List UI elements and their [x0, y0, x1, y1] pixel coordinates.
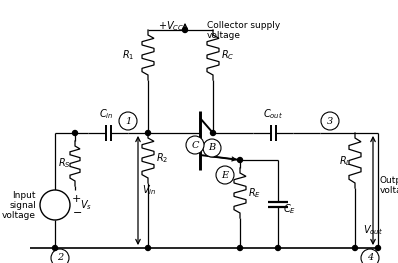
Text: $V_{in}$: $V_{in}$ — [142, 184, 156, 198]
Text: C: C — [191, 140, 199, 149]
Text: B: B — [209, 144, 216, 153]
Text: Input: Input — [12, 190, 36, 200]
Text: $R_2$: $R_2$ — [156, 151, 168, 165]
Text: 3: 3 — [327, 117, 333, 125]
Circle shape — [183, 28, 187, 33]
Text: $C_{out}$: $C_{out}$ — [263, 107, 283, 121]
Text: +: + — [72, 194, 81, 204]
Text: Collector supply: Collector supply — [207, 21, 280, 30]
Text: $+ V_{CC}$: $+ V_{CC}$ — [158, 19, 184, 33]
Circle shape — [275, 245, 281, 250]
Circle shape — [51, 249, 69, 263]
Circle shape — [353, 245, 357, 250]
Text: $-$: $-$ — [72, 206, 82, 216]
Text: 1: 1 — [125, 117, 131, 125]
Circle shape — [40, 190, 70, 220]
Text: signal: signal — [9, 200, 36, 210]
Circle shape — [203, 139, 221, 157]
Text: E: E — [221, 170, 228, 180]
Circle shape — [72, 130, 78, 135]
Circle shape — [146, 130, 150, 135]
Circle shape — [119, 112, 137, 130]
Text: $R_S$: $R_S$ — [58, 156, 71, 170]
Text: voltage: voltage — [2, 210, 36, 220]
Text: $V_s$: $V_s$ — [80, 198, 92, 212]
Text: $R_1$: $R_1$ — [122, 48, 134, 62]
Circle shape — [186, 136, 204, 154]
Circle shape — [211, 130, 215, 135]
Text: voltage: voltage — [207, 31, 241, 40]
Text: $R_L$: $R_L$ — [339, 154, 351, 168]
Circle shape — [321, 112, 339, 130]
Circle shape — [146, 245, 150, 250]
Text: $R_E$: $R_E$ — [248, 186, 261, 200]
Circle shape — [53, 245, 57, 250]
Circle shape — [361, 249, 379, 263]
Text: $C_{in}$: $C_{in}$ — [99, 107, 113, 121]
Circle shape — [216, 166, 234, 184]
Text: $C_E$: $C_E$ — [283, 202, 296, 216]
Text: 2: 2 — [57, 254, 63, 262]
Circle shape — [238, 245, 242, 250]
Text: voltage: voltage — [380, 186, 398, 195]
Circle shape — [238, 158, 242, 163]
Circle shape — [375, 245, 380, 250]
Text: $R_C$: $R_C$ — [221, 48, 234, 62]
Text: 4: 4 — [367, 254, 373, 262]
Text: Output: Output — [380, 176, 398, 185]
Text: $V_{out}$: $V_{out}$ — [363, 223, 383, 237]
